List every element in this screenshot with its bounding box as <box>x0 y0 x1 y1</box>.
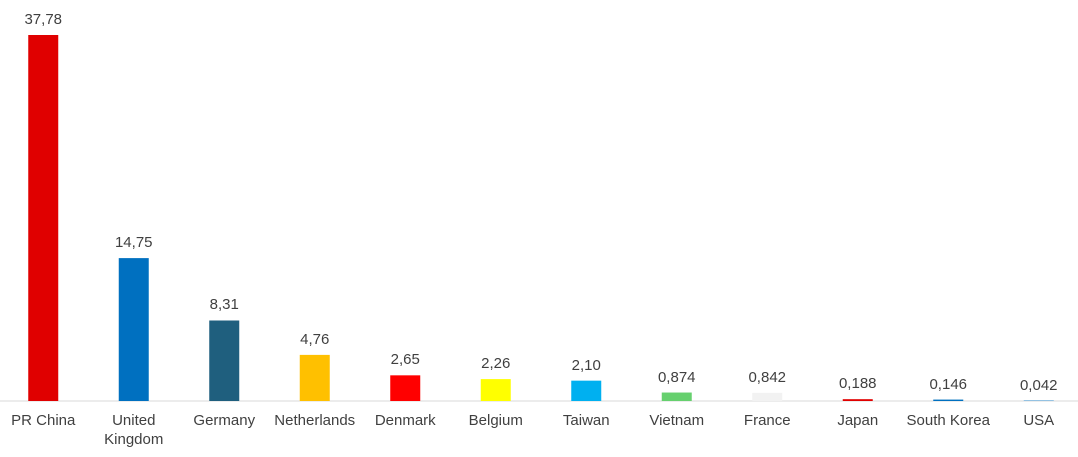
value-label: 0,042 <box>1019 376 1058 394</box>
x-tick-label: Netherlands <box>274 412 356 429</box>
bar <box>571 380 602 401</box>
x-tick-label: Taiwan <box>562 412 610 429</box>
value-label: 14,75 <box>114 234 153 252</box>
x-tick-label: Belgium <box>468 412 523 429</box>
x-tick-label: Japan <box>837 412 879 429</box>
x-tick-label: PR China <box>11 412 76 429</box>
bar <box>390 375 421 401</box>
x-tick-label: USA <box>1023 412 1055 429</box>
value-label: 0,188 <box>838 375 877 393</box>
value-label: 0,842 <box>748 368 787 386</box>
value-label: 0,874 <box>657 368 696 386</box>
bar <box>661 392 692 401</box>
bar <box>752 392 783 401</box>
bar <box>299 354 330 401</box>
x-tick-label: Denmark <box>374 412 436 429</box>
bar <box>933 399 964 401</box>
x-tick-label: Germany <box>193 412 256 429</box>
value-label: 2,65 <box>390 351 420 369</box>
bar <box>209 320 240 401</box>
value-label: 2,10 <box>571 356 601 374</box>
value-label: 0,146 <box>929 375 968 393</box>
x-tick-label: France <box>743 412 791 429</box>
x-tick-label: South Korea <box>906 412 990 429</box>
value-label: 8,31 <box>209 296 239 314</box>
bar <box>842 399 873 401</box>
bar <box>480 379 511 401</box>
value-label: 37,78 <box>24 11 63 28</box>
bar <box>28 35 59 401</box>
value-label: 4,76 <box>300 330 330 348</box>
value-label: 2,26 <box>481 355 511 373</box>
x-tick-label: Vietnam <box>649 412 705 429</box>
x-tick-label: United Kingdom <box>104 412 164 448</box>
bar <box>118 258 149 401</box>
